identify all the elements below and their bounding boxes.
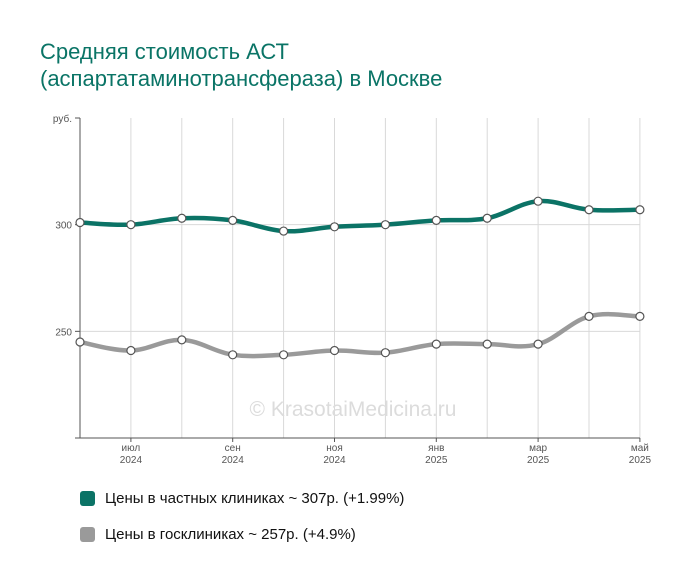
data-point-public [584,311,594,321]
x-tick-label-month: май [631,443,649,454]
data-point-public [431,339,441,349]
chart-title-line-2: (аспартатаминотрансфераза) в Москве [40,66,443,91]
legend-label-public: Цены в госклиниках ~ 257р. (+4.9%) [105,525,356,543]
data-point-private [279,226,289,236]
legend-label-private: Цены в частных клиниках ~ 307р. (+1.99%) [105,489,405,507]
legend-item-public[interactable]: Цены в госклиниках ~ 257р. (+4.9%) [80,524,404,544]
data-point-private [177,213,187,223]
watermark: © KrasotaiMedicina.ru [250,398,457,421]
series-line-public [77,311,643,359]
data-point-public [380,348,390,358]
data-point-public [126,345,136,356]
x-tick-label-year: 2025 [629,455,652,466]
legend: Цены в частных клиниках ~ 307р. (+1.99%)… [80,488,404,560]
legend-item-private[interactable]: Цены в частных клиниках ~ 307р. (+1.99%) [80,488,404,508]
series-line-private [77,198,643,234]
x-tick-label-year: 2024 [222,455,245,466]
y-unit-label: руб. [53,113,72,125]
x-tick-label-month: июл [122,443,141,454]
data-point-public [329,345,340,356]
data-point-public [482,339,492,349]
x-tick-label-year: 2025 [527,455,550,466]
data-point-private [126,220,136,230]
data-point-public [635,311,645,321]
data-point-private [228,215,238,225]
legend-swatch-public [80,526,95,542]
x-tick-label-year: 2024 [120,455,143,466]
data-point-private [380,220,390,230]
x-tick-label-year: 2025 [425,455,448,466]
legend-swatch-private [80,490,95,506]
y-tick-label: 250 [55,327,72,338]
chart-title-line-1: Средняя стоимость АСТ [40,39,289,64]
x-tick-label-year: 2024 [323,455,346,466]
data-point-public [228,350,238,360]
chart-title: Средняя стоимость АСТ (аспартатаминотран… [40,38,680,92]
line-chart: 250300руб.июл2024сен2024ноя2024янв2025ма… [53,113,652,466]
x-tick-label-month: янв [428,443,444,454]
data-point-public [75,337,85,347]
x-tick-label-month: сен [225,443,241,454]
data-point-private [431,215,441,225]
y-tick-label: 300 [55,221,72,232]
data-point-public [533,339,543,349]
data-point-public [177,335,187,345]
data-point-public [279,350,289,360]
data-point-private [635,205,645,215]
x-tick-label-month: ноя [326,443,343,454]
x-tick-label-month: мар [529,443,547,454]
data-point-private [329,222,340,232]
data-point-private [482,213,492,223]
data-point-private [75,217,85,228]
data-point-private [584,205,594,215]
data-point-private [533,196,543,206]
